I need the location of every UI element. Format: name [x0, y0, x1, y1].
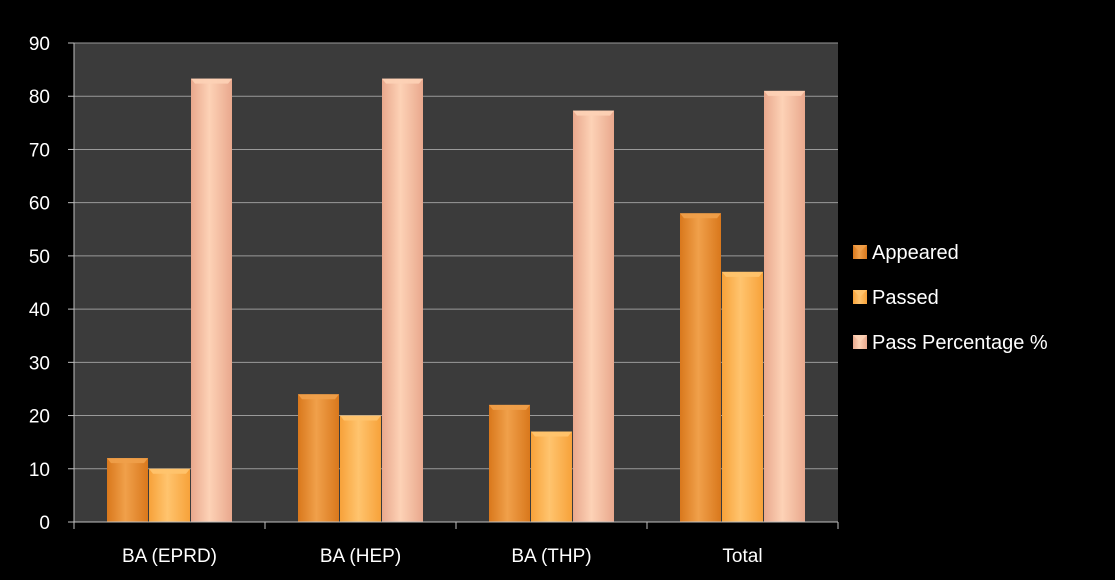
y-tick-label: 60: [29, 194, 50, 215]
bar-appeared-ba-hep: [298, 394, 339, 522]
bar-appeared-ba-thp: [489, 404, 530, 522]
bar-pass-percentage-ba-thp: [573, 110, 614, 522]
bar-bevel: [382, 78, 423, 84]
bar-bevel: [191, 78, 232, 84]
bar-passed-total: [722, 271, 763, 522]
bar-appeared-total: [680, 213, 721, 523]
legend-swatch-bevel: [853, 245, 867, 252]
bar-bevel: [107, 458, 148, 464]
y-tick-label: 70: [29, 140, 50, 161]
y-tick-labels: 0 10 20 30 40 50 60 70 80 90: [29, 34, 74, 534]
y-tick-label: 10: [29, 460, 50, 481]
bar-passed-ba-hep: [340, 415, 381, 522]
x-tick-labels: BA (EPRD) BA (HEP) BA (THP) Total: [73, 522, 839, 567]
bar-passed-ba-thp: [531, 431, 572, 522]
bar-bevel: [298, 394, 339, 400]
bar-passed-ba-eprd: [149, 468, 190, 522]
y-tick-label: 0: [39, 513, 50, 534]
bar-pass-percentage-ba-hep: [382, 78, 423, 523]
bar-pass-percentage-total: [764, 90, 805, 523]
legend-swatch-bevel: [853, 335, 867, 342]
bar-bevel: [722, 271, 763, 277]
bar-bevel: [573, 110, 614, 116]
legend: Appeared Passed Pass Percentage %: [853, 242, 1048, 354]
y-tick-label: 50: [29, 247, 50, 268]
y-tick-label: 30: [29, 353, 50, 374]
legend-swatch-bevel: [853, 290, 867, 297]
legend-label-passed: Passed: [872, 287, 939, 309]
bars: [107, 78, 805, 523]
y-tick-label: 40: [29, 300, 50, 321]
bar-bevel: [680, 213, 721, 219]
bar-bevel: [149, 468, 190, 474]
legend-label-pass-percentage: Pass Percentage %: [872, 332, 1048, 354]
bar-appeared-ba-eprd: [107, 458, 148, 522]
legend-label-appeared: Appeared: [872, 242, 959, 264]
bar-bevel: [531, 431, 572, 437]
x-tick-label-ba-thp: BA (THP): [511, 546, 591, 567]
y-tick-label: 90: [29, 34, 50, 55]
x-tick-label-total: Total: [722, 546, 762, 567]
bar-bevel: [489, 404, 530, 410]
y-tick-label: 80: [29, 87, 50, 108]
bar-pass-percentage-ba-eprd: [191, 78, 232, 523]
bar-bevel: [764, 90, 805, 96]
y-tick-label: 20: [29, 407, 50, 428]
bar-bevel: [340, 415, 381, 421]
x-tick-label-ba-eprd: BA (EPRD): [122, 546, 217, 567]
x-tick-label-ba-hep: BA (HEP): [320, 546, 401, 567]
